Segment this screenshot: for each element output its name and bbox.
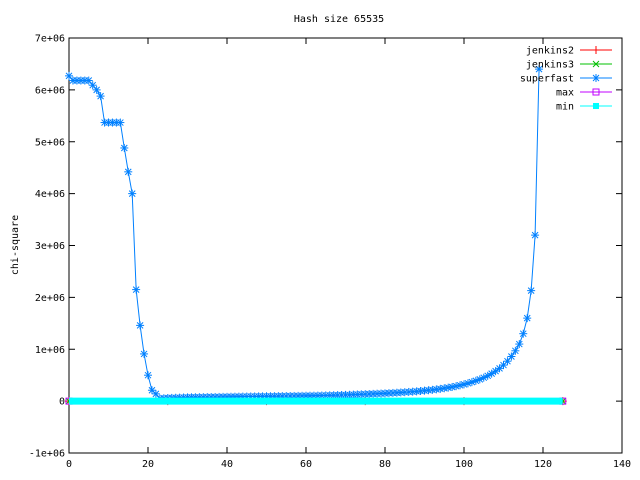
legend-label: superfast: [520, 74, 574, 85]
legend-entry-superfast: superfast: [520, 74, 612, 85]
legend-marker: [592, 74, 600, 82]
legend-label: jenkins2: [526, 46, 574, 57]
data-point: [65, 71, 73, 80]
data-point: [96, 92, 105, 101]
data-point: [120, 143, 129, 152]
y-tick-label: 0: [59, 397, 65, 408]
legend-marker: [592, 60, 600, 68]
y-axis-label: chi-square: [10, 215, 21, 275]
data-point: [511, 346, 520, 355]
data-point: [448, 382, 457, 391]
data-point: [140, 349, 149, 358]
legend-label: min: [556, 102, 574, 113]
data-point: [507, 352, 516, 361]
y-tick-label: -1e+06: [29, 449, 65, 460]
legend: jenkins2 jenkins3 superfast max min: [520, 46, 612, 113]
x-tick-label: 80: [379, 459, 391, 470]
data-point: [92, 85, 101, 94]
data-point: [128, 189, 137, 198]
x-tick-label: 140: [613, 459, 631, 470]
series-layer: [65, 65, 567, 406]
data-point: [116, 118, 125, 127]
legend-marker: [592, 88, 600, 96]
data-point: [515, 340, 524, 349]
legend-marker: [592, 46, 600, 54]
data-point: [535, 65, 544, 74]
x-tick-label: 40: [221, 459, 233, 470]
data-point: [136, 321, 145, 330]
y-tick-label: 5e+06: [35, 137, 65, 148]
data-point: [460, 380, 468, 389]
legend-entry-max: max: [556, 88, 612, 99]
legend-entry-min: min: [556, 102, 612, 113]
data-point: [151, 389, 160, 398]
y-tick-label: 3e+06: [35, 241, 65, 252]
series-line-superfast: [68, 69, 540, 400]
x-tick-label: 100: [455, 459, 473, 470]
data-point: [531, 231, 540, 240]
data-point: [88, 81, 97, 90]
data-point: [144, 371, 152, 380]
y-tick-label: 7e+06: [35, 34, 65, 45]
chart-title: Hash size 65535: [294, 14, 384, 25]
legend-entry-jenkins2: jenkins2: [526, 46, 612, 57]
legend-label: max: [556, 88, 574, 99]
data-point: [527, 286, 536, 295]
legend-entry-jenkins3: jenkins3: [526, 60, 612, 71]
data-point: [519, 329, 528, 338]
y-tick-label: 1e+06: [35, 345, 65, 356]
y-tick-label: 6e+06: [35, 85, 65, 96]
x-tick-label: 120: [534, 459, 552, 470]
data-point: [503, 357, 512, 366]
data-point: [124, 167, 133, 176]
x-tick-label: 60: [300, 459, 312, 470]
legend-label: jenkins3: [526, 60, 574, 71]
x-tick-label: 20: [142, 459, 154, 470]
y-tick-label: 2e+06: [35, 293, 65, 304]
data-point: [132, 285, 141, 294]
y-tick-label: 4e+06: [35, 189, 65, 200]
x-tick-label: 0: [66, 459, 72, 470]
legend-marker: [593, 103, 599, 109]
data-point: [84, 76, 93, 85]
data-point: [523, 314, 532, 323]
series-superfast: [65, 65, 544, 403]
